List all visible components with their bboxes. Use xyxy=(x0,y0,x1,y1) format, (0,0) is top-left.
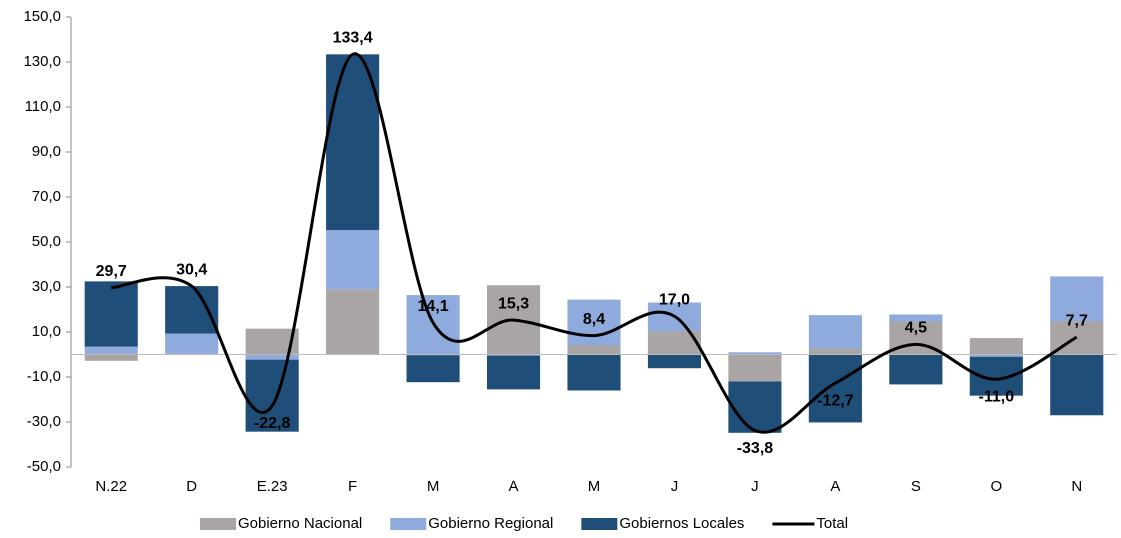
x-tick-label: M xyxy=(588,478,601,495)
x-tick-label: N xyxy=(1071,478,1082,495)
bar-segment xyxy=(808,348,862,355)
x-tick-label: E.23 xyxy=(257,478,288,495)
bar-segment xyxy=(165,286,219,334)
bar-segment xyxy=(889,314,943,322)
y-tick-label: 30,0 xyxy=(32,278,61,295)
data-label: 30,4 xyxy=(176,261,207,278)
bar-segment xyxy=(84,346,138,355)
bar-segment xyxy=(1050,354,1104,416)
y-tick-label: 90,0 xyxy=(32,143,61,160)
y-tick-label: 70,0 xyxy=(32,188,61,205)
y-tick-label: -30,0 xyxy=(27,413,61,430)
bar-segment xyxy=(406,355,460,383)
bar-segment xyxy=(326,289,380,355)
data-label: 4,5 xyxy=(905,320,927,337)
bar-segment xyxy=(245,354,299,360)
data-label: 133,4 xyxy=(333,30,373,47)
bar-segment xyxy=(567,354,621,391)
x-tick-label: A xyxy=(830,478,840,495)
y-tick-label: -10,0 xyxy=(27,368,61,385)
x-tick-label: F xyxy=(348,478,357,495)
bar-segment xyxy=(245,359,299,432)
data-label: -11,0 xyxy=(979,388,1015,405)
bar-segment xyxy=(647,354,702,369)
y-tick-label: 130,0 xyxy=(23,53,61,70)
data-label: -12,7 xyxy=(817,392,854,409)
bar-segment xyxy=(84,354,138,361)
legend-label: Gobiernos Locales xyxy=(619,515,744,532)
y-tick-label: 10,0 xyxy=(32,323,61,340)
data-label: 15,3 xyxy=(498,295,529,312)
x-tick-label: O xyxy=(990,478,1002,495)
x-tick-label: J xyxy=(751,478,759,495)
bar-segment xyxy=(808,354,862,423)
legend-swatch xyxy=(581,518,618,530)
bar-segment xyxy=(486,354,541,356)
bar-segment xyxy=(889,354,943,385)
y-tick-label: -50,0 xyxy=(27,458,61,475)
bar-segment xyxy=(969,338,1023,355)
bar-segment xyxy=(326,230,380,290)
bar-segment xyxy=(728,352,782,355)
bar-segment xyxy=(486,355,541,390)
total-line xyxy=(111,52,1078,434)
x-tick-label: N.22 xyxy=(95,478,127,495)
legend-label: Gobierno Nacional xyxy=(238,515,362,532)
bar-segment xyxy=(1050,276,1104,322)
y-tick-label: 150,0 xyxy=(23,8,61,25)
x-tick-label: D xyxy=(186,478,197,495)
bar-segment xyxy=(728,381,782,433)
data-label: 29,7 xyxy=(96,263,127,280)
data-label: -22,8 xyxy=(254,415,291,432)
x-tick-label: A xyxy=(509,478,519,495)
legend-label: Total xyxy=(816,515,848,532)
x-tick-label: J xyxy=(671,478,679,495)
bar-segment xyxy=(84,281,138,347)
bar-segment xyxy=(808,315,862,349)
bar-segment xyxy=(728,354,782,382)
bar-segment xyxy=(567,345,621,355)
data-label: 17,0 xyxy=(659,291,690,308)
bar-segment xyxy=(165,333,219,354)
bar-segment xyxy=(647,331,702,355)
data-label: 8,4 xyxy=(583,311,605,328)
data-label: -33,8 xyxy=(737,440,774,457)
bar-segment xyxy=(326,54,380,231)
legend-swatch xyxy=(390,518,427,530)
bar-segment xyxy=(567,299,621,346)
legend-swatch xyxy=(200,518,236,530)
data-label: 7,7 xyxy=(1066,312,1088,329)
y-tick-label: 50,0 xyxy=(32,233,61,250)
legend-label: Gobierno Regional xyxy=(428,515,553,532)
x-tick-label: M xyxy=(427,478,440,495)
data-label: 14,1 xyxy=(418,298,449,315)
bar-segment xyxy=(969,354,1023,357)
y-tick-label: 110,0 xyxy=(25,98,61,115)
x-tick-label: S xyxy=(911,478,921,495)
